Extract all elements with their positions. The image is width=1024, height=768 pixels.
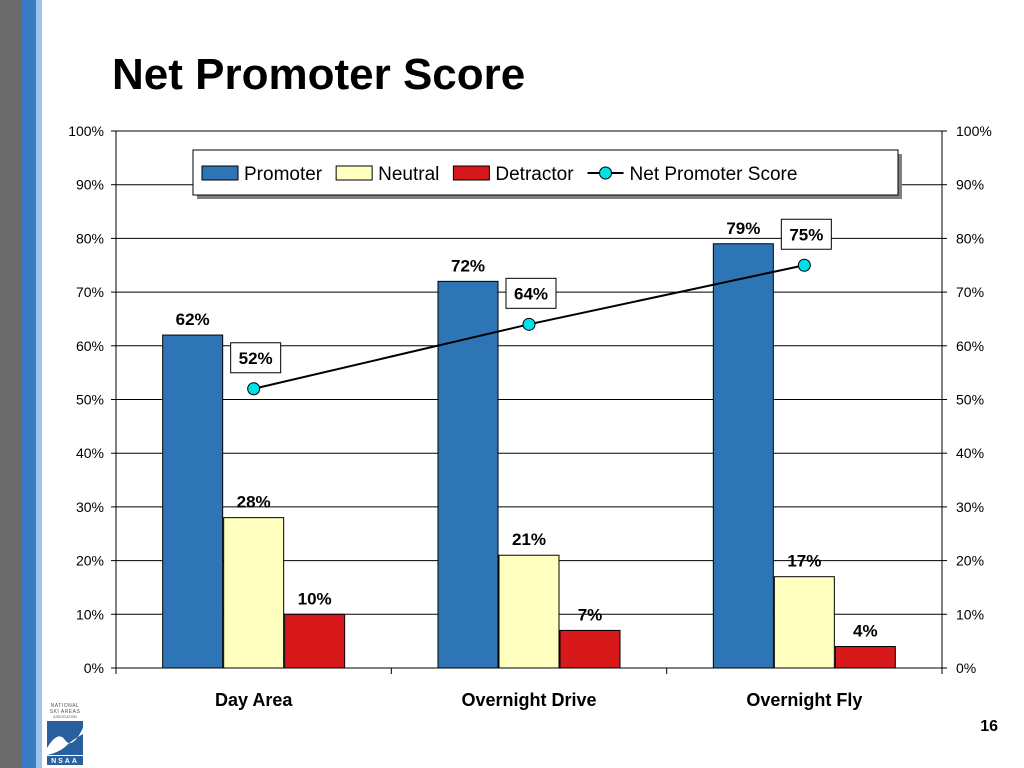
svg-text:SKI AREAS: SKI AREAS xyxy=(50,709,81,715)
y-tick-label: 60% xyxy=(76,338,104,354)
bar-data-label: 62% xyxy=(176,310,210,329)
nps-data-label: 64% xyxy=(514,284,548,303)
y2-tick-label: 20% xyxy=(956,553,984,569)
y2-tick-label: 80% xyxy=(956,230,984,246)
bar-data-label: 4% xyxy=(853,622,878,641)
legend-swatch-nps-marker xyxy=(599,166,613,180)
slide-title: Net Promoter Score xyxy=(112,50,526,99)
y-tick-label: 30% xyxy=(76,499,104,515)
svg-text:NSAA: NSAA xyxy=(51,758,79,765)
x-tick-label: Overnight Fly xyxy=(746,690,862,710)
bar-detractor xyxy=(834,646,896,669)
x-tick-label: Day Area xyxy=(215,690,293,710)
bar-neutral xyxy=(498,554,560,669)
bar-data-label: 28% xyxy=(237,493,271,512)
bar-detractor xyxy=(559,629,621,669)
side-bar-light-stripe xyxy=(36,0,42,768)
y-tick-label: 50% xyxy=(76,392,104,408)
bar-promoter xyxy=(712,243,774,669)
legend-label: Net Promoter Score xyxy=(630,164,798,185)
bar-data-label: 17% xyxy=(787,552,821,571)
bar-data-label: 79% xyxy=(726,219,760,238)
y-tick-label: 80% xyxy=(76,230,104,246)
y2-tick-label: 90% xyxy=(956,177,984,193)
legend-swatch-neutral xyxy=(335,165,373,181)
y-tick-label: 100% xyxy=(68,123,104,139)
nps-label-box xyxy=(780,218,832,250)
nps-label-box xyxy=(505,277,557,309)
legend-box xyxy=(192,149,899,196)
bar-data-label: 10% xyxy=(298,589,332,608)
svg-text:ASSOCIATION: ASSOCIATION xyxy=(53,715,77,719)
bar-data-label: 7% xyxy=(578,605,603,624)
bar-neutral xyxy=(223,517,285,669)
y2-tick-label: 30% xyxy=(956,499,984,515)
legend-swatch-promoter xyxy=(201,165,239,181)
page-number: 16 xyxy=(980,718,998,735)
side-decoration-bar xyxy=(0,0,42,768)
y-tick-label: 90% xyxy=(76,177,104,193)
nps-data-label: 75% xyxy=(789,225,823,244)
nps-marker xyxy=(797,258,811,272)
y-tick-label: 20% xyxy=(76,553,104,569)
svg-text:NATIONAL: NATIONAL xyxy=(51,703,80,709)
side-bar-grey-stripe xyxy=(0,0,22,768)
y-tick-label: 0% xyxy=(84,660,104,676)
y-tick-label: 70% xyxy=(76,284,104,300)
bar-detractor xyxy=(284,613,346,669)
nps-data-label: 52% xyxy=(239,349,273,368)
bar-neutral xyxy=(773,576,835,669)
legend-label: Neutral xyxy=(378,164,439,185)
bar-promoter xyxy=(437,280,499,669)
y2-tick-label: 40% xyxy=(956,445,984,461)
bar-data-label: 21% xyxy=(512,530,546,549)
legend-swatch-detractor xyxy=(452,165,490,181)
x-tick-label: Overnight Drive xyxy=(461,690,596,710)
bar-promoter xyxy=(162,334,224,669)
legend-label: Promoter xyxy=(244,164,323,185)
nps-label-box xyxy=(230,342,282,374)
y-tick-label: 10% xyxy=(76,606,104,622)
y2-tick-label: 60% xyxy=(956,338,984,354)
nps-marker xyxy=(247,382,261,396)
y2-tick-label: 50% xyxy=(956,392,984,408)
legend: Promoter Neutral Detractor Net Promoter Sco… xyxy=(192,149,902,199)
y2-tick-label: 100% xyxy=(956,123,992,139)
nsaa-logo: NATIONAL SKI AREAS ASSOCIATION NSAA xyxy=(47,703,83,765)
y2-tick-label: 70% xyxy=(956,284,984,300)
y2-tick-label: 10% xyxy=(956,606,984,622)
legend-label: Detractor xyxy=(495,164,574,185)
y-tick-label: 40% xyxy=(76,445,104,461)
y2-tick-label: 0% xyxy=(956,660,976,676)
bar-data-label: 72% xyxy=(451,256,485,275)
nps-marker xyxy=(522,317,536,331)
